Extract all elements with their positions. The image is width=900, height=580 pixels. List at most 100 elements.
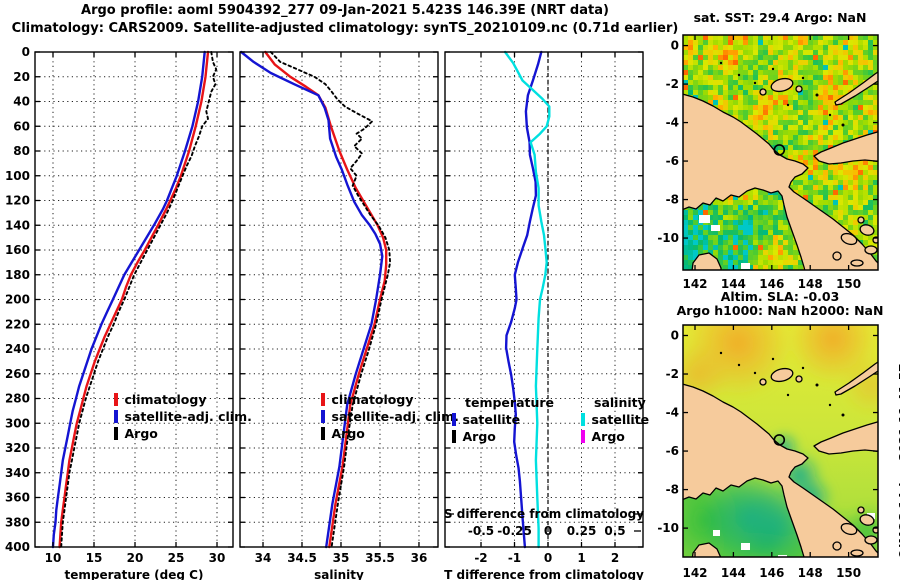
legend-label: climatology <box>331 392 414 407</box>
svg-text:-4: -4 <box>666 116 679 130</box>
series-salinity-satellite <box>503 50 551 549</box>
svg-text:20: 20 <box>13 70 30 84</box>
satellite-clim-marker-icon <box>114 410 118 423</box>
svg-text:80: 80 <box>13 144 30 158</box>
difference_profile: -2 -1 0 1 2 T difference from climatology S di… <box>444 50 644 580</box>
series-satellite-adj-clim- <box>239 50 384 549</box>
svg-text:140: 140 <box>5 218 30 232</box>
svg-text:144: 144 <box>721 566 746 580</box>
legend-row: satellite-adj. clim. <box>321 408 459 425</box>
legend-row: climatology <box>321 391 459 408</box>
legend-row: Argo <box>114 425 252 442</box>
svg-text:0: 0 <box>544 524 552 538</box>
svg-text:260: 260 <box>5 367 30 381</box>
svg-text:0: 0 <box>544 551 552 565</box>
svg-text:0: 0 <box>671 328 679 342</box>
svg-text:360: 360 <box>5 491 30 505</box>
satellite-marker-icon <box>581 413 585 426</box>
argo-heights-text: Argo h1000: NaN h2000: NaN <box>676 303 884 318</box>
svg-text:salinity: salinity <box>314 568 364 580</box>
legend-temperature-plot: climatology satellite-adj. clim. Argo <box>114 391 252 442</box>
svg-text:1: 1 <box>577 551 585 565</box>
svg-text:148: 148 <box>798 566 823 580</box>
svg-text:220: 220 <box>5 317 30 331</box>
legend-row: satellite-adj. clim. <box>114 408 252 425</box>
svg-text:-0.5: -0.5 <box>468 524 494 538</box>
series-climatology <box>264 50 388 549</box>
svg-text:240: 240 <box>5 342 30 356</box>
legend-salinity-plot: climatology satellite-adj. clim. Argo <box>321 391 459 442</box>
svg-text:25: 25 <box>168 551 185 565</box>
legend-row: Argo <box>581 428 649 445</box>
satellite-clim-marker-icon <box>321 410 325 423</box>
legend-label: Argo <box>591 429 625 444</box>
svg-text:300: 300 <box>5 416 30 430</box>
svg-text:35.5: 35.5 <box>365 551 395 565</box>
satellite-marker-icon <box>452 413 456 426</box>
svg-text:temperature (deg C): temperature (deg C) <box>65 568 204 580</box>
svg-text:-0.25: -0.25 <box>497 524 532 538</box>
legend-row: climatology <box>114 391 252 408</box>
svg-text:0.5: 0.5 <box>604 524 625 538</box>
legend-label: satellite-adj. clim. <box>331 409 459 424</box>
legend-label: satellite <box>591 412 650 427</box>
legend-label: satellite <box>462 412 521 427</box>
svg-text:2: 2 <box>611 551 619 565</box>
svg-text:100: 100 <box>5 169 30 183</box>
svg-text:146: 146 <box>759 566 784 580</box>
series-satellite-adj-clim- <box>51 50 206 549</box>
altimetry-sla-text: Altim. SLA: -0.03 <box>720 289 840 304</box>
svg-text:-1: -1 <box>508 551 521 565</box>
svg-text:400: 400 <box>5 540 30 554</box>
svg-text:120: 120 <box>5 194 30 208</box>
svg-text:0.25: 0.25 <box>567 524 597 538</box>
legend-header: salinity <box>594 395 646 410</box>
legend-label: Argo <box>124 426 158 441</box>
svg-text:-2: -2 <box>666 367 679 381</box>
argo-marker-icon <box>581 430 585 443</box>
svg-text:30: 30 <box>209 551 226 565</box>
climatology-marker-icon <box>114 393 118 406</box>
legend-row: Argo <box>321 425 459 442</box>
legend-header: temperature <box>465 395 555 410</box>
legend-diff-salinity: salinity satellite Argo <box>581 394 649 445</box>
legend-row: Argo <box>452 428 554 445</box>
svg-text:34.5: 34.5 <box>287 551 317 565</box>
series-temperature-satellite <box>504 50 543 549</box>
series-argo <box>60 51 218 548</box>
svg-text:200: 200 <box>5 293 30 307</box>
legend-row: satellite <box>581 411 649 428</box>
temperature_profile: 10 15 20 25 30020406080100120140160180200220… <box>5 45 234 580</box>
svg-text:T difference from climatology: T difference from climatology <box>444 568 644 580</box>
legend-label: Argo <box>331 426 365 441</box>
svg-text:S difference from climatology: S difference from climatology <box>444 507 644 521</box>
svg-text:0: 0 <box>671 39 679 53</box>
argo-marker-icon <box>114 427 118 440</box>
svg-text:320: 320 <box>5 441 30 455</box>
legend-label: Argo <box>462 429 496 444</box>
svg-text:-2: -2 <box>666 77 679 91</box>
salinity_profile: 34 34.5 35 35.5 36 salinity <box>239 50 439 580</box>
legend-label: satellite-adj. clim. <box>124 409 252 424</box>
svg-text:20: 20 <box>127 551 144 565</box>
climatology-marker-icon <box>321 393 325 406</box>
series-climatology <box>58 50 210 549</box>
legend-label: climatology <box>124 392 207 407</box>
series-argo <box>269 51 392 548</box>
figure-title-line1: Argo profile: aoml 5904392_277 09-Jan-20… <box>81 3 609 18</box>
svg-text:60: 60 <box>13 119 30 133</box>
svg-text:10: 10 <box>45 551 62 565</box>
svg-text:-2: -2 <box>474 551 487 565</box>
sst-map-title: sat. SST: 29.4 Argo: NaN <box>693 10 867 25</box>
svg-text:-6: -6 <box>666 444 679 458</box>
svg-text:180: 180 <box>5 268 30 282</box>
svg-text:-4: -4 <box>666 406 679 420</box>
svg-text:160: 160 <box>5 243 30 257</box>
svg-text:150: 150 <box>836 566 861 580</box>
svg-text:-10: -10 <box>657 231 679 245</box>
legend-diff-temperature: temperature satellite Argo <box>452 394 554 445</box>
svg-text:34: 34 <box>255 551 272 565</box>
svg-text:-6: -6 <box>666 154 679 168</box>
svg-text:-8: -8 <box>666 193 679 207</box>
